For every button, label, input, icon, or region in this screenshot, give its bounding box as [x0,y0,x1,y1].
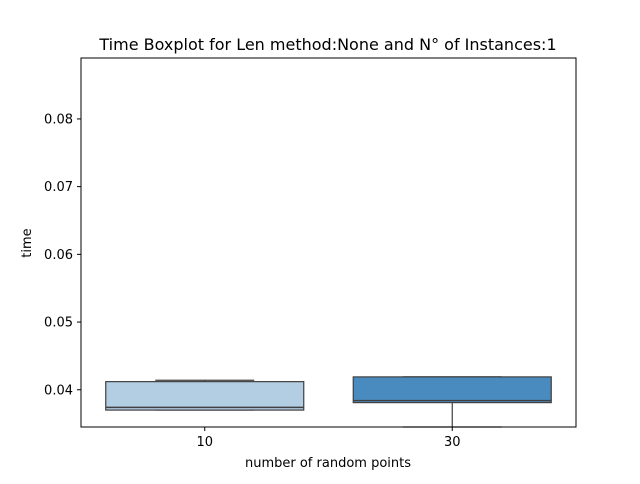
axes-frame [80,57,577,428]
y-axis-label: time [20,228,35,257]
box-30 [352,376,552,404]
x-axis-label: number of random points [245,456,411,471]
x-tick-label: 30 [444,435,461,450]
chart-title: Time Boxplot for Len method:None and N° … [98,35,556,54]
y-tick-label: 0.06 [44,248,73,263]
x-tick-label: 10 [196,435,213,450]
y-tick-label: 0.05 [44,316,73,331]
box-10 [105,381,305,411]
y-tick-label: 0.07 [44,180,73,195]
plot-area: 0.04 0.05 0.06 0.07 0.08 10 30 [44,57,577,450]
y-tick-label: 0.04 [44,383,73,398]
y-tick-label: 0.08 [44,112,73,127]
